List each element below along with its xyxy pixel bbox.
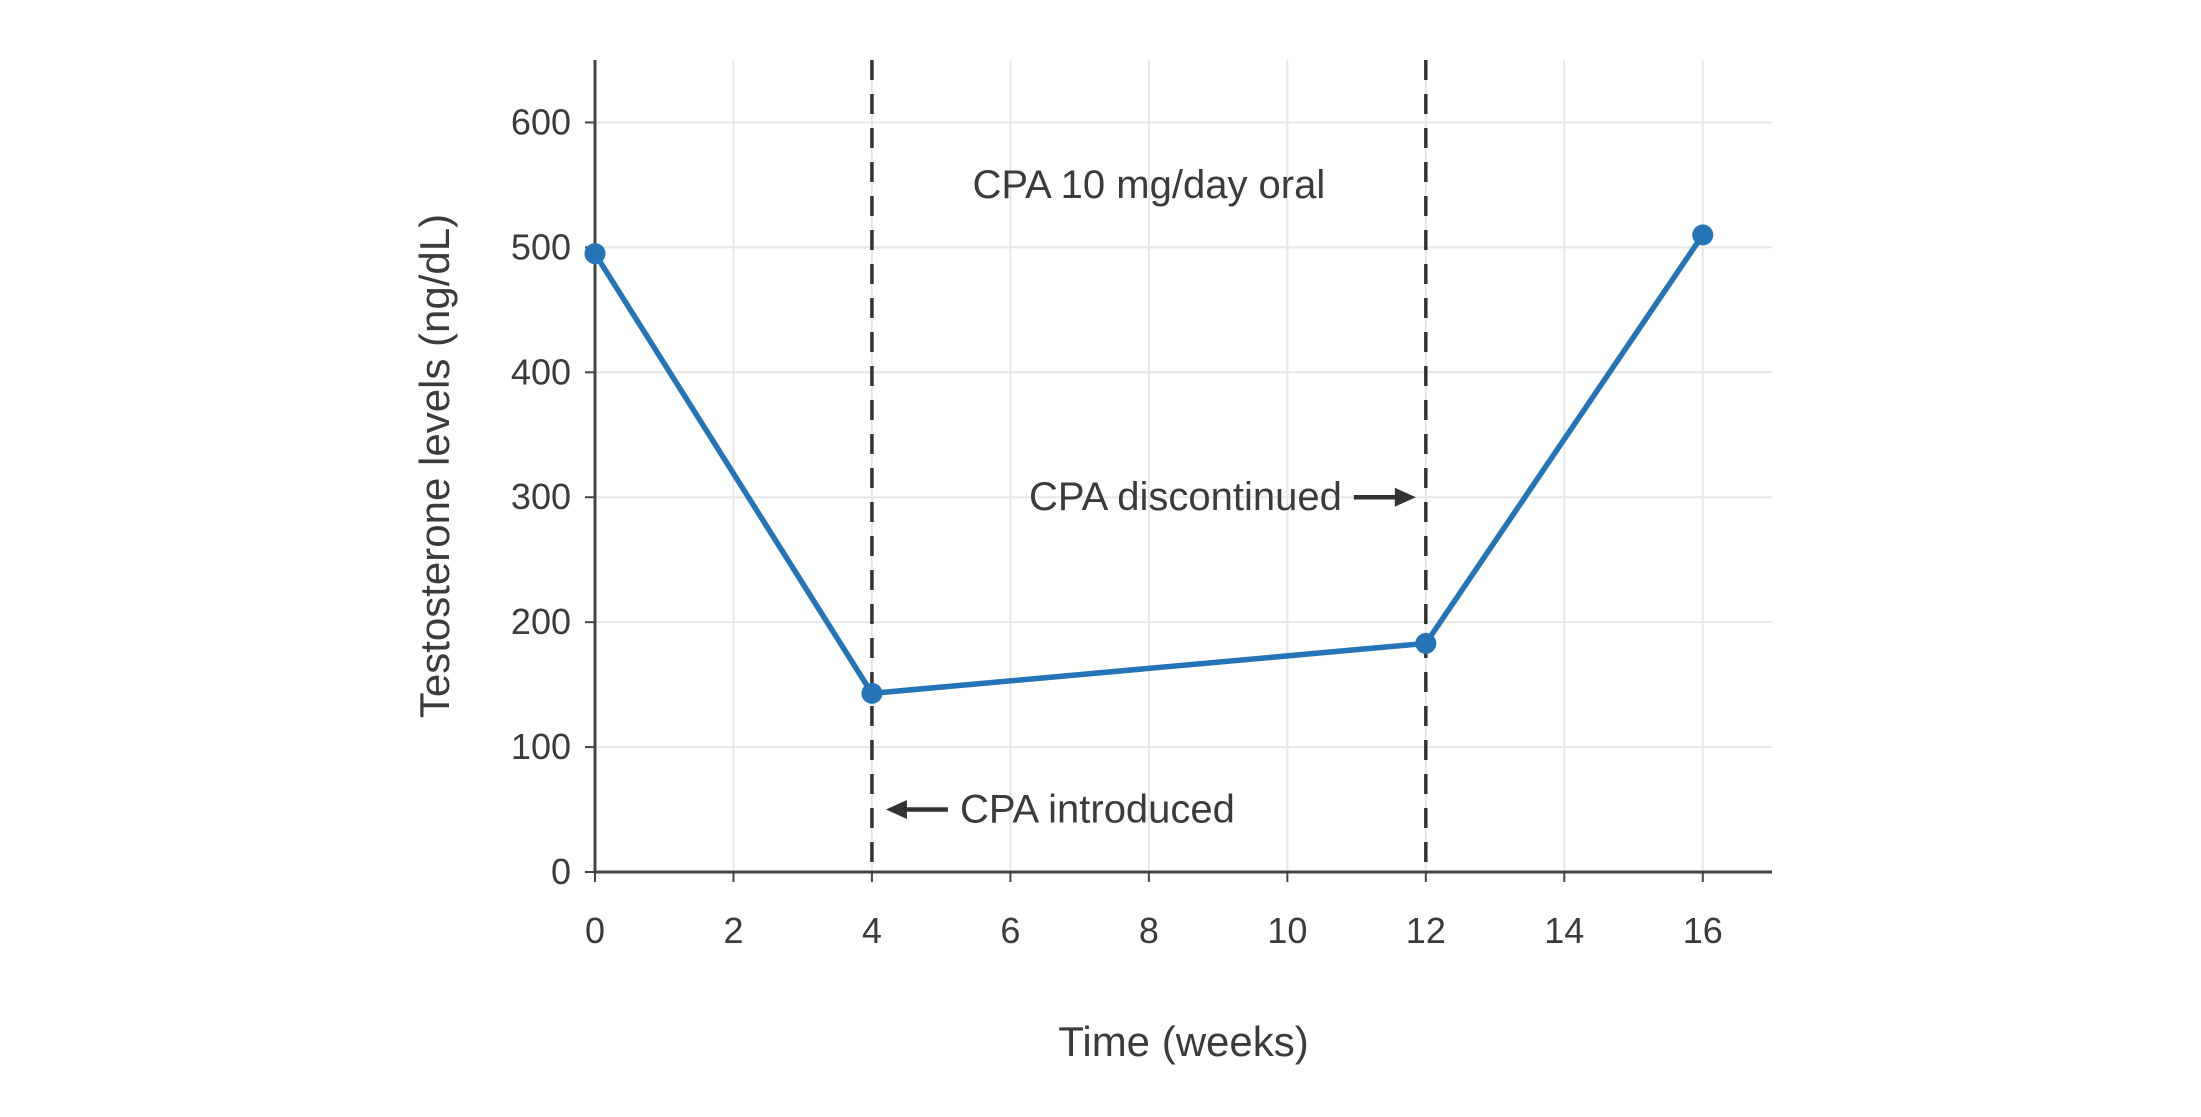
series bbox=[584, 224, 1714, 704]
y-tick-label: 500 bbox=[511, 226, 571, 267]
y-tick-label: 0 bbox=[551, 851, 571, 892]
x-tick-label: 16 bbox=[1683, 910, 1723, 951]
y-tick-label: 200 bbox=[511, 601, 571, 642]
x-tick-label: 10 bbox=[1267, 910, 1307, 951]
y-tick-label: 400 bbox=[511, 351, 571, 392]
annotation-label: CPA introduced bbox=[960, 788, 1235, 832]
x-axis-title: Time (weeks) bbox=[1058, 1018, 1309, 1065]
y-tick-label: 100 bbox=[511, 726, 571, 767]
y-axis-title: Testosterone levels (ng/dL) bbox=[411, 213, 458, 719]
axes bbox=[593, 60, 1772, 874]
data-point bbox=[1415, 632, 1437, 654]
annotation-label: CPA 10 mg/day oral bbox=[972, 163, 1325, 207]
arrow-left-icon bbox=[885, 800, 907, 820]
annotations: CPA 10 mg/day oral CPA introduced CPA disc… bbox=[885, 163, 1416, 832]
y-tick-label: 600 bbox=[511, 101, 571, 142]
ticks: 0 2 4 6 8 10 12 14 16 0 100 200 300 400 500 600 bbox=[511, 101, 1723, 951]
series-line bbox=[592, 232, 1706, 697]
gridlines bbox=[595, 60, 1772, 872]
data-point bbox=[1692, 224, 1714, 246]
arrow-right-icon bbox=[1394, 487, 1416, 507]
x-tick-label: 2 bbox=[723, 910, 743, 951]
y-tick-label: 300 bbox=[511, 476, 571, 517]
x-tick-label: 14 bbox=[1544, 910, 1584, 951]
annotation-label: CPA discontinued bbox=[1029, 475, 1342, 519]
x-tick-label: 0 bbox=[585, 910, 605, 951]
x-tick-label: 4 bbox=[862, 910, 882, 951]
x-tick-label: 6 bbox=[1000, 910, 1020, 951]
data-point bbox=[861, 682, 883, 704]
data-point bbox=[584, 243, 606, 265]
x-tick-label: 12 bbox=[1406, 910, 1446, 951]
x-tick-label: 8 bbox=[1139, 910, 1159, 951]
